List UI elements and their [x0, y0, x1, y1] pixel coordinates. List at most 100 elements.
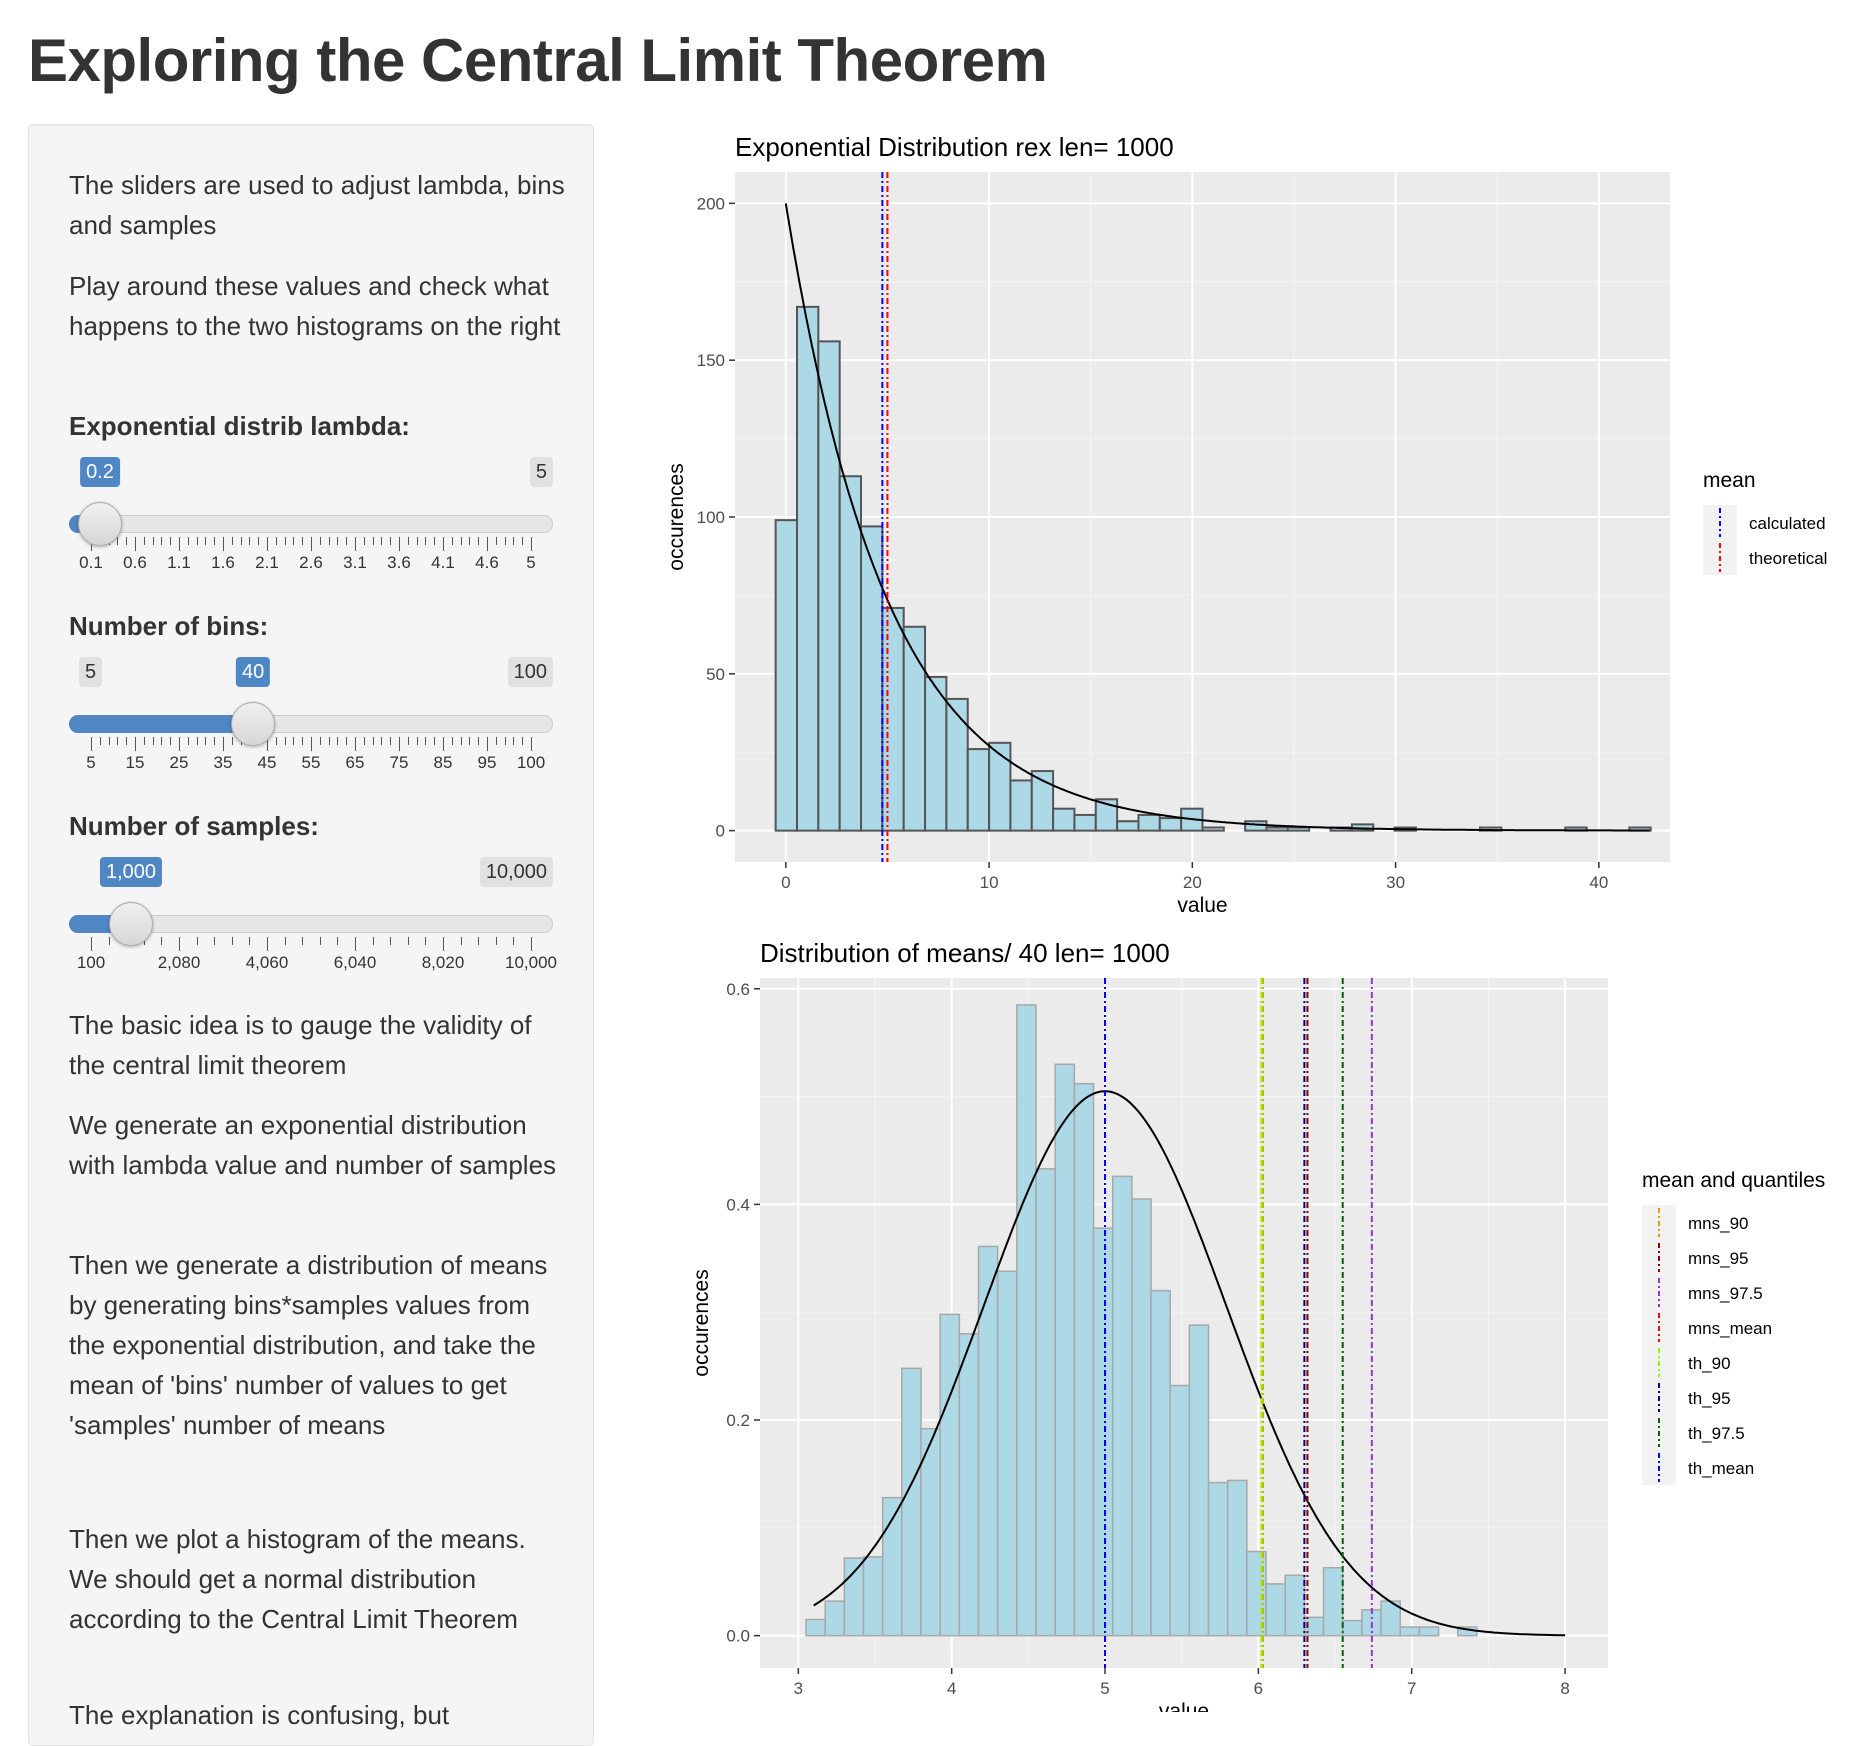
slider-tick-label: 25 [169, 753, 189, 772]
slider-minor-tick [196, 937, 198, 945]
histogram-bar [1286, 826, 1311, 832]
histogram-bar [1265, 1583, 1286, 1637]
y-tick-label: 0 [716, 822, 725, 841]
histogram-bar [1418, 1626, 1440, 1637]
slider-minor-tick [363, 537, 365, 545]
means-histogram-chart: Distribution of means/ 40 len= 1000 3 4 5 6 7… [690, 938, 1825, 1712]
legend-title: mean and quantiles [1642, 1169, 1825, 1192]
slider-minor-tick [284, 537, 286, 545]
slider-tick-label: 10,000 [505, 953, 557, 972]
slider-minor-tick [460, 537, 462, 545]
histogram-bar [1265, 826, 1289, 832]
slider-minor-tick [513, 737, 515, 745]
histogram-bar [1207, 1481, 1229, 1637]
slider-minor-tick [99, 737, 101, 745]
histogram-bar [1131, 1198, 1152, 1637]
histogram-bar [862, 1556, 884, 1637]
slider-major-tick [355, 737, 356, 751]
slider-tick-label: 100 [76, 953, 106, 972]
slider-minor-tick [407, 937, 409, 945]
chart-title: Exponential Distribution rex len= 1000 [735, 132, 1174, 162]
y-tick-label: 50 [706, 665, 725, 684]
slider-tick-label: 8,020 [421, 953, 465, 972]
slider-major-tick [355, 937, 356, 951]
samples-slider-handle[interactable] [109, 902, 153, 946]
slider-minor-tick [469, 737, 471, 745]
slider-minor-tick [328, 537, 330, 545]
legend-entry-label: mns_90 [1688, 1214, 1748, 1233]
histogram-bar [1094, 798, 1119, 832]
histogram-bar [1150, 1289, 1171, 1637]
slider-minor-tick [390, 737, 392, 745]
histogram-bar [1341, 1619, 1363, 1637]
slider-tick-label: 6,040 [333, 953, 377, 972]
slider-major-tick [487, 737, 488, 751]
slider-minor-tick [337, 737, 339, 745]
lambda-slider[interactable]: 5 0.2 0.1 0.6 1.1 1.6 2.1 2.6 3.1 3.6 4.1 4.6 5 [69, 457, 553, 572]
slider-minor-tick [381, 537, 383, 545]
bins-slider-ticks: 5 15 25 35 45 55 65 75 85 95 100 [69, 737, 553, 772]
y-tick-label: 200 [697, 194, 725, 213]
lambda-slider-track[interactable] [69, 515, 553, 533]
slider-tick-label: 4.1 [431, 553, 455, 572]
histogram-bar [881, 606, 905, 832]
intro-paragraph-2: Play around these values and check what … [69, 271, 561, 341]
slider-minor-tick [372, 537, 374, 545]
slider-minor-tick [284, 937, 286, 945]
sidebar-panel: The sliders are used to adjust lambda, b… [28, 124, 594, 1746]
histogram-bar [1226, 1479, 1248, 1637]
slider-minor-tick [425, 737, 427, 745]
text-paragraph-3: Then we generate a distribution of means… [69, 1250, 548, 1440]
slider-tick-label: 45 [257, 753, 277, 772]
histogram-bar [945, 697, 969, 832]
slider-minor-tick [451, 737, 453, 745]
page-title: Exploring the Central Limit Theorem [28, 27, 1048, 94]
samples-slider[interactable]: 10,000 1,000 100 2,080 4,060 6,040 8,020 10,000 [69, 857, 557, 972]
histogram-bar [1137, 813, 1161, 832]
slider-tick-label: 3.1 [343, 553, 367, 572]
slider-minor-tick [275, 537, 277, 545]
slider-tick-label: 95 [477, 753, 497, 772]
x-tick-label: 40 [1589, 873, 1608, 892]
x-tick-label: 5 [1100, 1679, 1109, 1698]
histogram-bar [1111, 1175, 1133, 1637]
histogram-bar [977, 1245, 999, 1637]
histogram-bar [1158, 817, 1183, 832]
slider-minor-tick [319, 537, 321, 545]
histogram-bar [860, 525, 884, 832]
slider-minor-tick [196, 537, 198, 545]
intro-paragraph-1: The sliders are used to adjust lambda, b… [69, 170, 565, 240]
bins-slider[interactable]: 5 100 40 5 15 25 35 45 55 65 75 85 95 100 [69, 657, 553, 772]
slider-minor-tick [108, 937, 110, 945]
bins-slider-handle[interactable] [231, 702, 276, 746]
slider-minor-tick [478, 537, 480, 545]
text-paragraph-1: The basic idea is to gauge the validity … [69, 1010, 532, 1080]
histogram-bar [1073, 1082, 1095, 1637]
slider-tick-label: 2,080 [157, 953, 201, 972]
x-tick-label: 8 [1560, 1679, 1569, 1698]
x-tick-label: 7 [1407, 1679, 1416, 1698]
slider-tick-label: 4,060 [245, 953, 289, 972]
histogram-bar [1016, 1004, 1037, 1637]
slider-major-tick [311, 737, 312, 751]
bins-slider-fill [69, 715, 254, 733]
slider-major-tick [135, 737, 136, 751]
lambda-slider-handle[interactable] [77, 502, 122, 546]
slider-minor-tick [372, 937, 374, 945]
slider-minor-tick [460, 937, 462, 945]
histogram-bar [1035, 1168, 1056, 1637]
histogram-bar [1052, 807, 1076, 832]
histogram-bar [795, 305, 820, 832]
samples-slider-ticks: 100 2,080 4,060 6,040 8,020 10,000 [69, 937, 557, 972]
slider-minor-tick [170, 537, 172, 545]
slider-minor-tick [293, 537, 295, 545]
bins-slider-min-badge: 5 [79, 657, 103, 687]
histogram-bar [805, 1618, 826, 1637]
slider-minor-tick [205, 737, 207, 745]
slider-major-tick [267, 937, 268, 951]
histogram-bar [838, 475, 863, 832]
lambda-slider-max-badge: 5 [529, 457, 553, 487]
lambda-slider-label: Exponential distrib lambda: [69, 411, 410, 441]
slider-minor-tick [363, 737, 365, 745]
y-tick-label: 0.0 [726, 1627, 750, 1646]
